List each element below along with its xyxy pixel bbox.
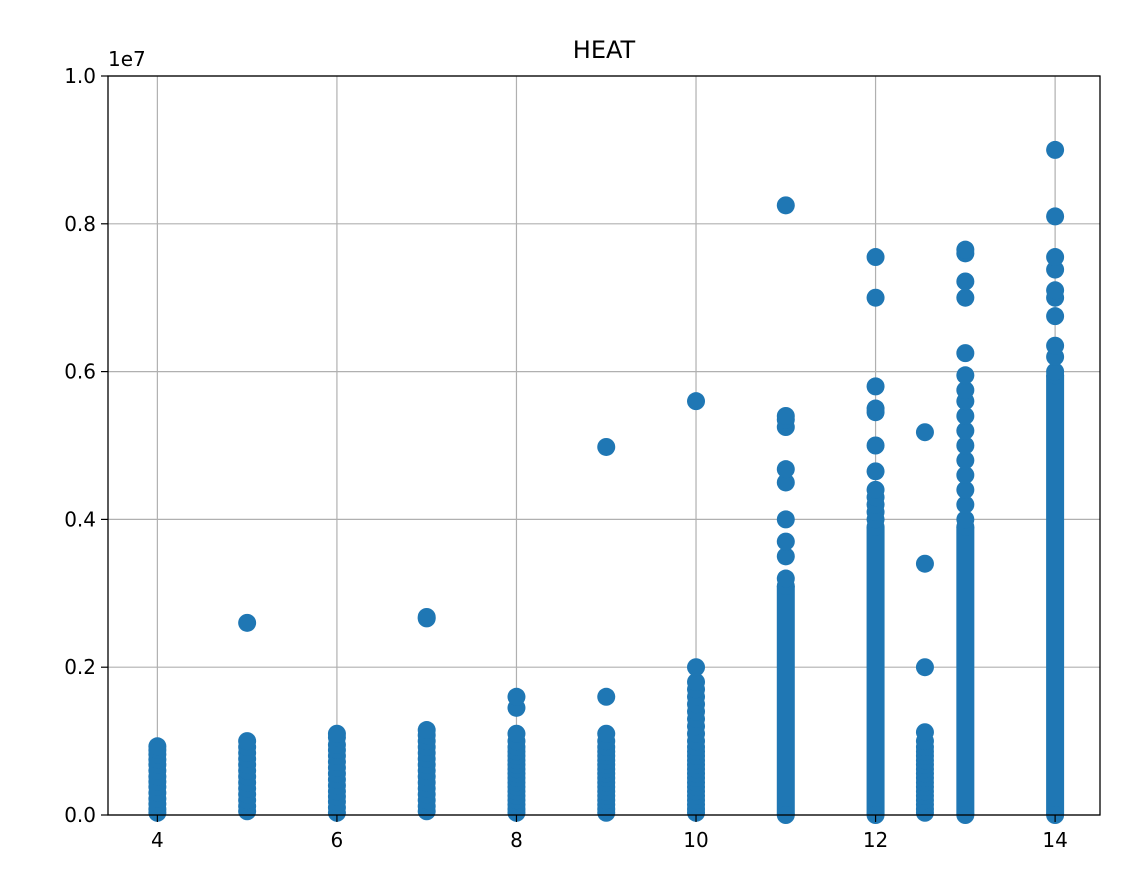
data-point <box>776 473 795 492</box>
data-point <box>1046 307 1065 326</box>
data-point <box>915 658 934 677</box>
data-point <box>866 480 885 499</box>
data-point <box>956 451 975 470</box>
dense-point-band <box>1046 375 1065 815</box>
data-point <box>956 436 975 455</box>
data-point <box>597 437 616 456</box>
data-point <box>915 423 934 442</box>
data-point <box>776 510 795 529</box>
data-point <box>915 723 934 742</box>
data-point <box>1046 140 1065 159</box>
data-point <box>776 196 795 215</box>
data-point <box>866 462 885 481</box>
dense-point-band <box>956 526 975 815</box>
y-tick-label: 0.0 <box>64 803 96 827</box>
x-tick-label: 12 <box>863 828 888 852</box>
data-point <box>507 687 526 706</box>
data-points <box>148 140 1065 824</box>
data-point <box>776 406 795 425</box>
data-point <box>687 672 706 691</box>
data-point <box>956 240 975 259</box>
data-point <box>956 510 975 529</box>
y-tick-label: 0.6 <box>64 360 96 384</box>
data-point <box>1046 336 1065 355</box>
data-point <box>866 248 885 267</box>
dense-point-band <box>776 585 795 815</box>
y-tick-label: 0.8 <box>64 212 96 236</box>
data-point <box>866 399 885 418</box>
data-point <box>956 421 975 440</box>
data-point <box>1046 362 1065 381</box>
data-point <box>956 344 975 363</box>
data-point <box>956 406 975 425</box>
data-point <box>956 466 975 485</box>
dense-point-band <box>866 526 885 815</box>
data-point <box>866 377 885 396</box>
data-point <box>866 436 885 455</box>
data-point <box>148 737 167 756</box>
data-point <box>687 658 706 677</box>
data-point <box>776 460 795 479</box>
data-point <box>597 724 616 743</box>
data-point <box>417 721 436 740</box>
data-point <box>956 480 975 499</box>
y-tick-label: 1.0 <box>64 64 96 88</box>
data-point <box>956 272 975 291</box>
data-point <box>687 392 706 411</box>
y-offset-label: 1e7 <box>108 47 146 71</box>
data-point <box>417 607 436 626</box>
data-point <box>776 569 795 588</box>
y-tick-label: 0.2 <box>64 655 96 679</box>
y-tick-label: 0.4 <box>64 507 96 531</box>
data-point <box>507 724 526 743</box>
data-point <box>956 495 975 514</box>
data-point <box>1046 248 1065 267</box>
data-point <box>597 687 616 706</box>
chart-title: HEAT <box>573 36 636 64</box>
data-point <box>238 732 257 751</box>
plot-frame <box>107 75 1101 816</box>
x-tick-label: 14 <box>1042 828 1067 852</box>
x-axis-ticks: 4 6 8 10 12 14 <box>151 815 1068 852</box>
grid-lines <box>108 75 1100 816</box>
x-tick-label: 8 <box>510 828 523 852</box>
x-tick-label: 4 <box>151 828 164 852</box>
data-point <box>1046 260 1065 279</box>
x-tick-label: 10 <box>683 828 708 852</box>
data-point <box>776 547 795 566</box>
y-axis-ticks: 0.0 0.2 0.4 0.6 0.8 1.0 <box>64 64 108 827</box>
data-point <box>1046 207 1065 226</box>
data-point <box>238 613 257 632</box>
data-point <box>915 554 934 573</box>
data-point <box>1046 281 1065 300</box>
data-point <box>866 288 885 307</box>
data-point <box>956 366 975 385</box>
data-point <box>956 381 975 400</box>
data-point <box>327 724 346 743</box>
x-tick-label: 6 <box>331 828 344 852</box>
data-point <box>776 532 795 551</box>
data-point <box>956 288 975 307</box>
